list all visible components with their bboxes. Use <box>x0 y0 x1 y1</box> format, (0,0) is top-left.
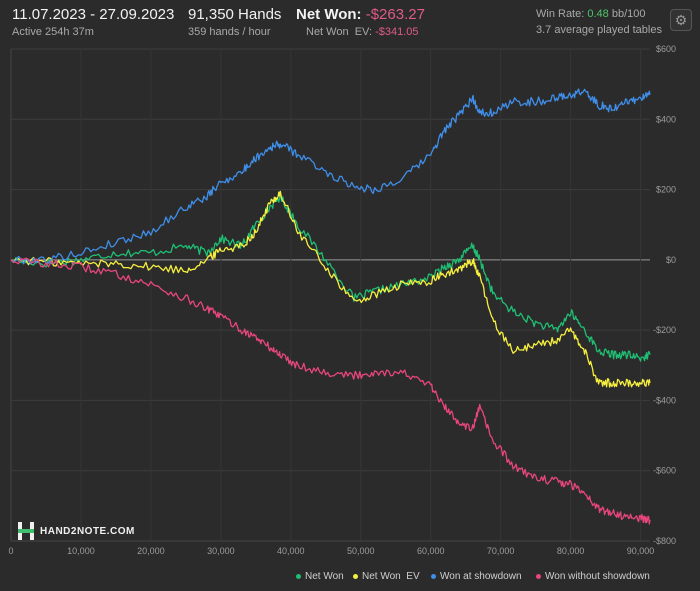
net-won-ev-label: Net Won EV: <box>306 26 373 38</box>
x-tick-label: 10,000 <box>67 546 95 556</box>
legend-label-net-won-ev: Net Won EV <box>362 571 420 582</box>
logo-text: HAND2NOTE.COM <box>40 525 135 537</box>
legend-label-won-without-showdown: Won without showdown <box>545 571 650 582</box>
active-time: Active 254h 37m <box>12 26 94 38</box>
date-range: 11.07.2023 - 27.09.2023 <box>12 6 175 23</box>
legend-net-won[interactable]: Net Won <box>296 571 344 582</box>
net-won: Net Won: -$263.27 <box>296 6 425 23</box>
x-tick-label: 20,000 <box>137 546 165 556</box>
x-tick-label: 30,000 <box>207 546 235 556</box>
series-net-won-ev <box>10 190 651 388</box>
gear-icon[interactable]: ⚙ <box>670 9 692 31</box>
y-tick-label: -$200 <box>653 325 676 335</box>
logo-mark <box>18 522 34 540</box>
net-won-ev-value: -$341.05 <box>375 26 419 38</box>
series-net-won <box>10 192 651 362</box>
series-won-showdown <box>10 88 651 265</box>
x-tick-label: 60,000 <box>417 546 445 556</box>
hand2note-logo: HAND2NOTE.COM <box>18 522 135 540</box>
y-tick-label: $0 <box>666 255 676 265</box>
net-won-value: -$263.27 <box>365 6 425 23</box>
y-tick-label: -$400 <box>653 395 676 405</box>
win-rate: Win Rate: 0.48 bb/100 <box>536 8 646 20</box>
legend-label-net-won: Net Won <box>305 571 344 582</box>
y-tick-label: -$600 <box>653 466 676 476</box>
legend-dot-won-without-showdown <box>536 573 541 579</box>
net-won-ev: Net Won EV: -$341.05 <box>306 26 419 38</box>
x-tick-label: 0 <box>8 546 13 556</box>
win-rate-label: Win Rate: <box>536 8 585 20</box>
y-tick-label: $400 <box>656 114 676 124</box>
legend-dot-won-showdown <box>431 573 436 579</box>
x-tick-label: 70,000 <box>487 546 515 556</box>
y-tick-label: $200 <box>656 185 676 195</box>
legend-won-without-showdown[interactable]: Won without showdown <box>536 571 650 582</box>
legend-label-won-showdown: Won at showdown <box>440 571 522 582</box>
x-tick-label: 40,000 <box>277 546 305 556</box>
avg-tables: 3.7 average played tables <box>536 24 662 36</box>
legend-won-showdown[interactable]: Won at showdown <box>431 571 522 582</box>
net-won-label: Net Won: <box>296 6 362 23</box>
x-tick-label: 80,000 <box>557 546 585 556</box>
x-tick-label: 50,000 <box>347 546 375 556</box>
hands-count: 91,350 Hands <box>188 6 282 23</box>
x-tick-label: 90,000 <box>627 546 655 556</box>
y-tick-label: -$800 <box>653 536 676 546</box>
legend-dot-net-won <box>296 573 301 579</box>
y-tick-label: $600 <box>656 44 676 54</box>
win-rate-unit: bb/100 <box>611 8 646 20</box>
win-rate-value: 0.48 <box>587 8 609 20</box>
hands-per-hour: 359 hands / hour <box>188 26 271 38</box>
legend-dot-net-won-ev <box>353 573 358 579</box>
series-won-without-showdown <box>10 257 651 525</box>
profit-chart: $600 $400 $200 $0 -$200 -$400 -$600 -$800 0 10,00… <box>8 44 676 556</box>
legend-net-won-ev[interactable]: Net Won EV <box>353 571 420 582</box>
